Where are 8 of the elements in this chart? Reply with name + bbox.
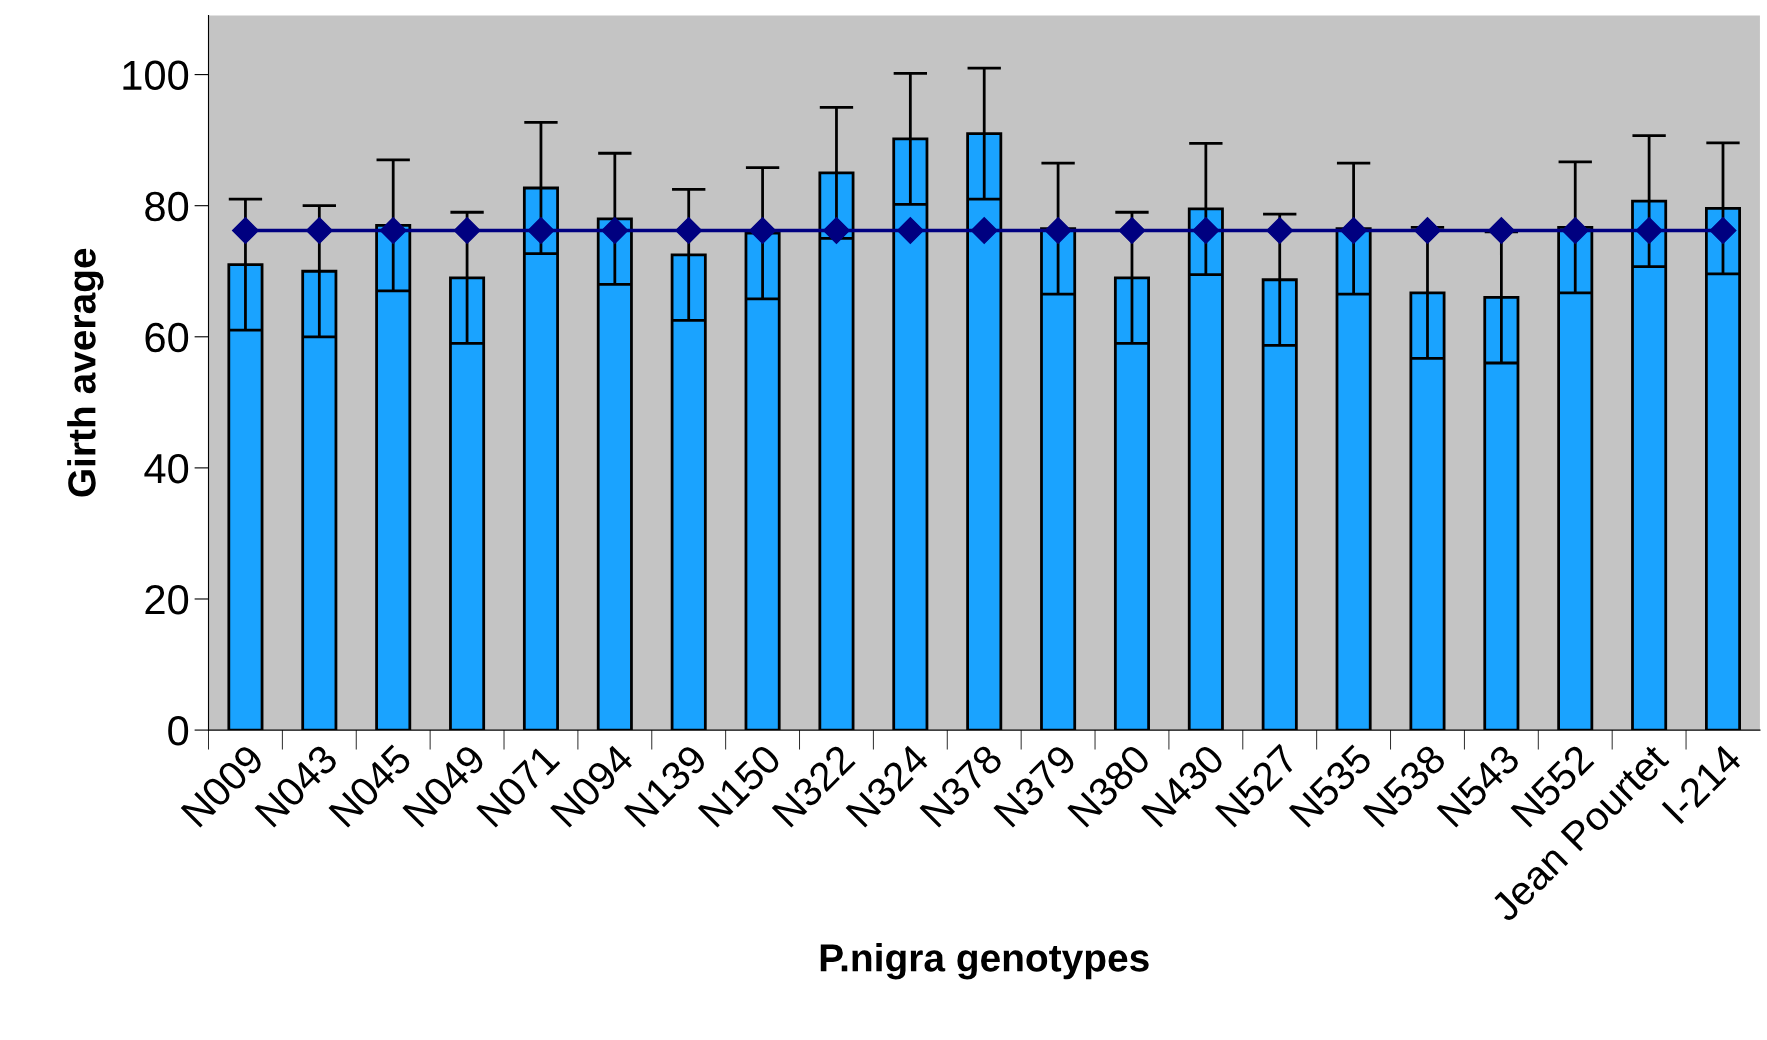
- x-axis-title: P.nigra genotypes: [820, 943, 1149, 980]
- y-tick-label: 100: [123, 60, 189, 91]
- y-tick-label: 0: [168, 716, 189, 746]
- y-tick-label: 60: [145, 322, 189, 353]
- y-tick-label: 80: [145, 191, 189, 222]
- y-axis-title: Girth average: [67, 248, 104, 497]
- y-tick-label: 40: [144, 453, 189, 484]
- y-tick-label: 20: [145, 584, 189, 615]
